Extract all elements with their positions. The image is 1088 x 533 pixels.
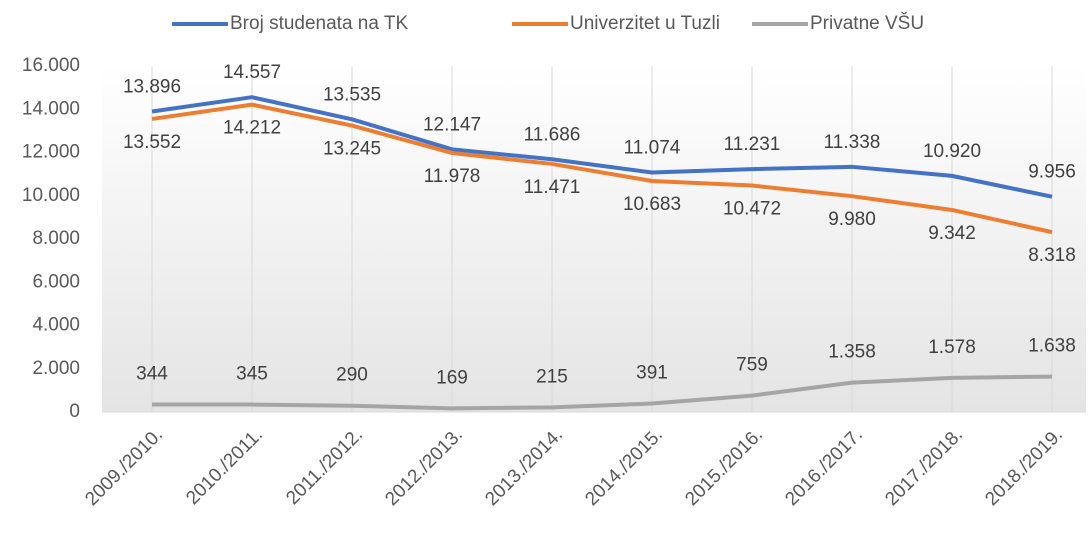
- data-label: 9.980: [828, 209, 876, 230]
- data-label: 10.920: [923, 141, 981, 162]
- x-tick-label: 2012./2013.: [381, 424, 467, 510]
- data-label: 215: [536, 366, 568, 387]
- data-label: 11.338: [824, 132, 881, 153]
- data-label: 1.578: [928, 337, 976, 358]
- data-label: 290: [336, 365, 368, 386]
- data-label: 9.956: [1028, 162, 1076, 183]
- data-label: 13.552: [123, 132, 181, 153]
- data-label: 8.318: [1028, 245, 1076, 266]
- legend-label: Univerzitet u Tuzli: [570, 13, 720, 34]
- x-tick-label: 2010./2011.: [182, 424, 267, 509]
- x-tick-label: 2016./2017.: [781, 424, 867, 510]
- data-label: 1.638: [1028, 336, 1076, 357]
- y-tick-label: 8.000: [32, 228, 80, 249]
- series-line: [151, 95, 1053, 199]
- data-label: 9.342: [928, 223, 976, 244]
- data-label: 13.245: [323, 139, 381, 160]
- data-label: 10.472: [723, 199, 781, 220]
- series-line: [151, 102, 1053, 235]
- plot-background: [102, 66, 1086, 412]
- x-tick-label: 2015./2016.: [681, 424, 767, 510]
- data-label: 13.896: [123, 77, 181, 98]
- y-tick-label: 10.000: [22, 185, 80, 206]
- y-tick-label: 16.000: [22, 55, 80, 76]
- series-line: [151, 374, 1053, 411]
- y-tick-label: 4.000: [32, 315, 80, 336]
- x-tick-label: 2018./2019.: [981, 424, 1067, 510]
- data-label: 345: [236, 364, 268, 385]
- data-label: 14.212: [223, 118, 281, 139]
- y-tick-label: 2.000: [32, 358, 80, 379]
- data-label: 11.978: [424, 166, 481, 187]
- y-tick-label: 6.000: [32, 271, 80, 292]
- y-tick-label: 14.000: [22, 98, 80, 119]
- data-label: 344: [136, 364, 168, 385]
- y-tick-label: 0: [69, 401, 80, 422]
- y-tick-label: 12.000: [22, 142, 80, 163]
- x-tick-label: 2013./2014.: [481, 424, 567, 510]
- x-tick-label: 2014./2015.: [581, 424, 667, 510]
- legend-label: Broj studenata na TK: [230, 13, 408, 34]
- data-label: 169: [436, 367, 468, 388]
- data-label: 11.471: [524, 177, 581, 198]
- data-label: 11.686: [524, 124, 581, 145]
- data-label: 10.683: [623, 194, 681, 215]
- data-label: 13.535: [323, 84, 381, 105]
- data-label: 14.557: [223, 62, 281, 83]
- x-tick-label: 2009./2010.: [81, 424, 167, 510]
- data-label: 12.147: [423, 114, 481, 135]
- data-label: 759: [736, 355, 768, 376]
- data-label: 391: [636, 363, 668, 384]
- x-tick-label: 2017./2018.: [881, 424, 967, 510]
- data-label: 11.074: [624, 138, 681, 159]
- data-label: 11.231: [724, 134, 781, 155]
- x-tick-label: 2011./2012.: [282, 424, 367, 509]
- legend-label: Privatne VŠU: [810, 12, 924, 34]
- data-label: 1.358: [828, 342, 876, 363]
